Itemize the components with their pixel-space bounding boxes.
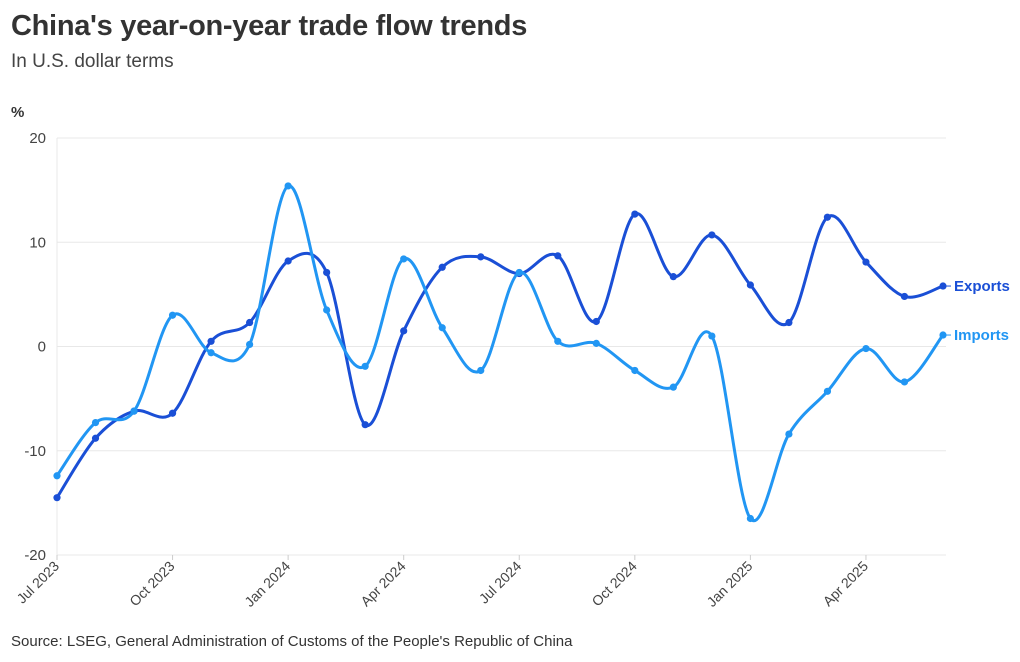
imports-line — [55, 184, 945, 523]
y-tick-label: -20 — [24, 547, 46, 564]
imports-point — [669, 383, 677, 391]
exports-point — [284, 257, 292, 265]
imports-point — [785, 430, 793, 438]
imports-point — [554, 337, 562, 345]
y-tick-label: 0 — [38, 339, 46, 356]
y-tick-label: -10 — [24, 443, 46, 460]
exports-point — [400, 327, 408, 335]
chart-subtitle: In U.S. dollar terms — [11, 51, 174, 72]
exports-point — [477, 253, 485, 261]
imports-point — [400, 255, 408, 263]
exports-point — [669, 273, 677, 281]
exports-line — [55, 212, 944, 499]
imports-point — [323, 306, 331, 314]
imports-point — [168, 311, 177, 319]
exports-point — [361, 421, 369, 429]
x-tick-label: Oct 2024 — [588, 558, 640, 610]
imports-point — [53, 472, 61, 480]
exports-point — [53, 494, 61, 502]
imports-point — [900, 378, 909, 386]
imports-point — [361, 362, 369, 370]
x-tick-label: Jan 2025 — [703, 558, 755, 610]
exports-point — [438, 263, 446, 271]
imports-point — [823, 387, 832, 395]
imports-point — [862, 344, 870, 353]
y-tick-label: 20 — [29, 130, 46, 147]
chart-title: China's year-on-year trade flow trends — [11, 10, 528, 42]
imports-point — [746, 514, 754, 523]
exports-point — [91, 434, 100, 442]
exports-point — [207, 337, 215, 345]
x-tick-label: Jul 2024 — [476, 558, 525, 607]
exports-point — [168, 409, 177, 417]
imports-point — [477, 366, 485, 375]
exports-point — [708, 231, 716, 239]
x-tick-label: Jan 2024 — [241, 558, 293, 610]
x-tick-label: Apr 2025 — [820, 558, 872, 610]
imports-point — [438, 324, 446, 332]
exports-point — [862, 258, 870, 266]
x-tick-label: Oct 2023 — [126, 558, 178, 610]
imports-point — [91, 419, 100, 427]
x-tick-label: Jul 2023 — [13, 558, 62, 607]
source-note: Source: LSEG, General Administration of … — [11, 633, 573, 650]
imports-point — [708, 332, 716, 340]
imports-point — [284, 182, 292, 190]
imports-point — [130, 407, 138, 415]
exports-point — [900, 292, 909, 301]
imports-series-label: Imports — [954, 327, 1009, 344]
exports-point — [323, 268, 331, 277]
exports-series-label: Exports — [954, 278, 1010, 295]
exports-point — [823, 213, 832, 221]
imports-point — [246, 340, 254, 349]
y-tick-label: 10 — [29, 234, 46, 251]
y-axis-label: % — [11, 104, 24, 121]
x-tick-label: Apr 2024 — [357, 558, 409, 610]
imports-point — [207, 349, 215, 357]
exports-point — [785, 318, 793, 327]
exports-point — [592, 317, 600, 326]
exports-point — [746, 281, 754, 289]
imports-point — [515, 268, 523, 277]
imports-point — [592, 339, 600, 347]
exports-point — [554, 252, 562, 260]
imports-point — [631, 366, 639, 375]
exports-point — [246, 318, 254, 327]
exports-point — [631, 210, 639, 218]
